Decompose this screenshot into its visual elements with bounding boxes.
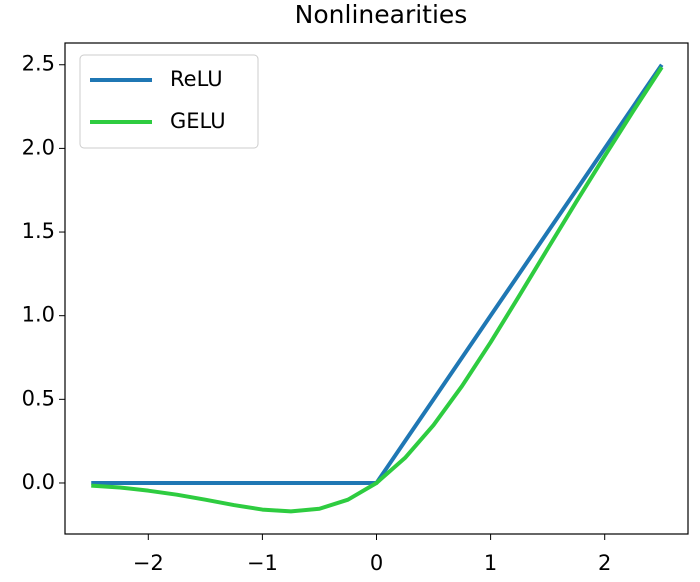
y-tick-label: 1.0: [22, 303, 55, 327]
x-tick-label: −1: [247, 551, 278, 575]
y-tick-label: 0.5: [22, 386, 55, 410]
chart-title: Nonlinearities: [295, 0, 468, 29]
series-line: [91, 66, 664, 514]
legend-label: ReLU: [170, 67, 223, 91]
x-tick-label: 2: [598, 551, 611, 575]
x-tick-label: −2: [133, 551, 164, 575]
y-tick-label: 1.5: [22, 219, 55, 243]
y-tick-label: 2.5: [22, 52, 55, 76]
legend-label: GELU: [170, 109, 226, 133]
legend-box: [79, 54, 259, 149]
x-tick-label: 0: [370, 551, 383, 575]
y-tick-label: 2.0: [22, 135, 55, 159]
x-tick-label: 1: [484, 551, 497, 575]
y-tick-label: 0.0: [22, 470, 55, 494]
plot-frame: [64, 42, 689, 535]
